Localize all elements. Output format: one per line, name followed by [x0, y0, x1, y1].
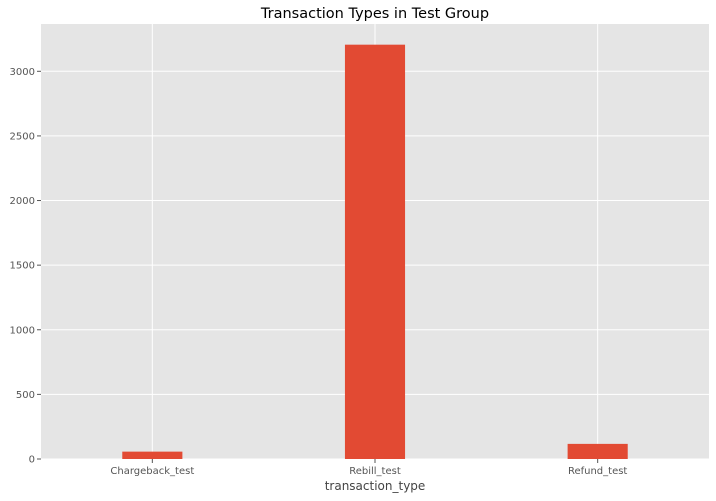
x-axis-label: transaction_type	[325, 479, 426, 493]
bar-rebill-test	[344, 44, 406, 459]
bars	[122, 44, 628, 459]
y-tick-label: 3000	[10, 67, 35, 78]
bar-refund-test	[567, 443, 628, 459]
x-tick-label: Rebill_test	[349, 466, 401, 477]
y-tick-label: 1000	[10, 325, 35, 336]
y-tick-label: 500	[16, 390, 35, 401]
x-tick-label: Refund_test	[568, 466, 627, 477]
y-tick-label: 0	[29, 455, 35, 466]
bar-chargeback-test	[122, 451, 183, 459]
chart-title: Transaction Types in Test Group	[260, 6, 489, 22]
y-tick-label: 1500	[10, 261, 35, 272]
x-axis-ticks: Chargeback_test Rebill_test Refund_test	[110, 459, 627, 477]
y-tick-label: 2000	[10, 196, 35, 207]
y-axis-ticks: 0 500 1000 1500 2000 2500 3000	[10, 67, 41, 466]
y-tick-label: 2500	[10, 131, 35, 142]
x-tick-label: Chargeback_test	[110, 466, 194, 477]
